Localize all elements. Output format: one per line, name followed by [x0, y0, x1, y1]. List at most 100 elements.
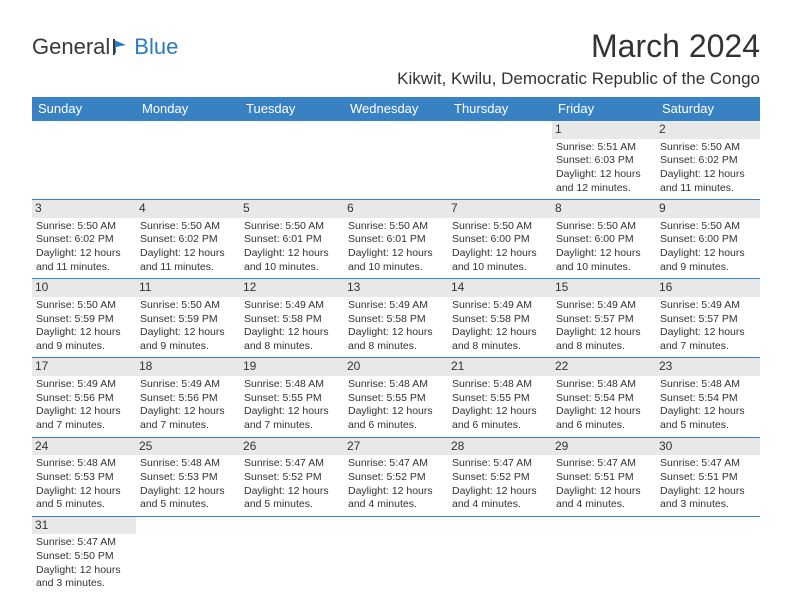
- cell-line: Daylight: 12 hours: [348, 405, 444, 419]
- calendar-cell: [656, 516, 760, 595]
- day-number: [136, 121, 240, 139]
- table-row: 24Sunrise: 5:48 AMSunset: 5:53 PMDayligh…: [32, 437, 760, 516]
- cell-line: Sunrise: 5:48 AM: [660, 378, 756, 392]
- cell-line: Sunset: 6:00 PM: [660, 233, 756, 247]
- day-number: 26: [240, 438, 344, 456]
- weekday-header-row: Sunday Monday Tuesday Wednesday Thursday…: [32, 97, 760, 121]
- day-number: 15: [552, 279, 656, 297]
- cell-line: Sunrise: 5:49 AM: [36, 378, 132, 392]
- cell-line: Sunrise: 5:50 AM: [244, 220, 340, 234]
- calendar-cell: [448, 121, 552, 200]
- cell-line: Sunset: 5:52 PM: [348, 471, 444, 485]
- calendar-body: 1Sunrise: 5:51 AMSunset: 6:03 PMDaylight…: [32, 121, 760, 595]
- cell-line: Sunset: 5:55 PM: [348, 392, 444, 406]
- cell-line: Sunset: 5:52 PM: [452, 471, 548, 485]
- calendar-cell: 28Sunrise: 5:47 AMSunset: 5:52 PMDayligh…: [448, 437, 552, 516]
- cell-line: Sunrise: 5:47 AM: [660, 457, 756, 471]
- day-number: 31: [32, 517, 136, 535]
- cell-line: Sunset: 5:53 PM: [36, 471, 132, 485]
- cell-line: Sunrise: 5:50 AM: [36, 220, 132, 234]
- calendar-cell: 30Sunrise: 5:47 AMSunset: 5:51 PMDayligh…: [656, 437, 760, 516]
- cell-line: Daylight: 12 hours: [660, 405, 756, 419]
- cell-line: Daylight: 12 hours: [660, 247, 756, 261]
- calendar-cell: 8Sunrise: 5:50 AMSunset: 6:00 PMDaylight…: [552, 200, 656, 279]
- cell-line: Sunrise: 5:50 AM: [140, 299, 236, 313]
- calendar-cell: 4Sunrise: 5:50 AMSunset: 6:02 PMDaylight…: [136, 200, 240, 279]
- location-subtitle: Kikwit, Kwilu, Democratic Republic of th…: [32, 69, 760, 89]
- cell-line: and 9 minutes.: [660, 261, 756, 275]
- cell-line: Sunrise: 5:50 AM: [36, 299, 132, 313]
- cell-line: Sunrise: 5:48 AM: [348, 378, 444, 392]
- cell-line: Daylight: 12 hours: [36, 485, 132, 499]
- day-number: 11: [136, 279, 240, 297]
- cell-line: and 7 minutes.: [244, 419, 340, 433]
- cell-line: Sunset: 5:54 PM: [660, 392, 756, 406]
- day-number: 24: [32, 438, 136, 456]
- cell-line: Daylight: 12 hours: [452, 405, 548, 419]
- calendar-cell: 25Sunrise: 5:48 AMSunset: 5:53 PMDayligh…: [136, 437, 240, 516]
- cell-line: and 4 minutes.: [348, 498, 444, 512]
- cell-line: Sunset: 6:02 PM: [660, 154, 756, 168]
- day-number: [448, 517, 552, 535]
- cell-line: Daylight: 12 hours: [36, 405, 132, 419]
- day-number: 12: [240, 279, 344, 297]
- calendar-cell: [344, 121, 448, 200]
- day-number: 6: [344, 200, 448, 218]
- weekday-sunday: Sunday: [32, 97, 136, 121]
- cell-line: and 6 minutes.: [556, 419, 652, 433]
- calendar-cell: 14Sunrise: 5:49 AMSunset: 5:58 PMDayligh…: [448, 279, 552, 358]
- cell-line: Daylight: 12 hours: [556, 405, 652, 419]
- cell-line: and 9 minutes.: [140, 340, 236, 354]
- cell-line: Sunset: 5:56 PM: [140, 392, 236, 406]
- day-number: [240, 121, 344, 139]
- cell-line: Sunrise: 5:50 AM: [140, 220, 236, 234]
- cell-line: Sunrise: 5:47 AM: [556, 457, 652, 471]
- brand-part1: General: [32, 34, 110, 60]
- cell-line: Sunset: 5:51 PM: [556, 471, 652, 485]
- day-number: 3: [32, 200, 136, 218]
- day-number: 18: [136, 358, 240, 376]
- day-number: 2: [656, 121, 760, 139]
- calendar-cell: [240, 121, 344, 200]
- day-number: 29: [552, 438, 656, 456]
- cell-line: Sunset: 5:54 PM: [556, 392, 652, 406]
- calendar-cell: [448, 516, 552, 595]
- cell-line: Daylight: 12 hours: [36, 326, 132, 340]
- calendar-cell: [136, 516, 240, 595]
- calendar-cell: 29Sunrise: 5:47 AMSunset: 5:51 PMDayligh…: [552, 437, 656, 516]
- cell-line: Sunrise: 5:47 AM: [348, 457, 444, 471]
- cell-line: Daylight: 12 hours: [348, 326, 444, 340]
- cell-line: Daylight: 12 hours: [660, 326, 756, 340]
- calendar-cell: 11Sunrise: 5:50 AMSunset: 5:59 PMDayligh…: [136, 279, 240, 358]
- cell-line: Sunset: 5:58 PM: [452, 313, 548, 327]
- cell-line: Sunrise: 5:47 AM: [244, 457, 340, 471]
- day-number: 13: [344, 279, 448, 297]
- day-number: 20: [344, 358, 448, 376]
- day-number: 8: [552, 200, 656, 218]
- day-number: 17: [32, 358, 136, 376]
- cell-line: Daylight: 12 hours: [660, 485, 756, 499]
- cell-line: Daylight: 12 hours: [348, 485, 444, 499]
- cell-line: Daylight: 12 hours: [36, 564, 132, 578]
- cell-line: Sunrise: 5:50 AM: [556, 220, 652, 234]
- calendar-cell: 22Sunrise: 5:48 AMSunset: 5:54 PMDayligh…: [552, 358, 656, 437]
- day-number: 22: [552, 358, 656, 376]
- cell-line: Sunrise: 5:47 AM: [452, 457, 548, 471]
- cell-line: Sunrise: 5:49 AM: [348, 299, 444, 313]
- calendar-cell: 19Sunrise: 5:48 AMSunset: 5:55 PMDayligh…: [240, 358, 344, 437]
- table-row: 10Sunrise: 5:50 AMSunset: 5:59 PMDayligh…: [32, 279, 760, 358]
- page-title: March 2024: [591, 28, 760, 65]
- day-number: [136, 517, 240, 535]
- cell-line: Sunrise: 5:49 AM: [452, 299, 548, 313]
- day-number: 10: [32, 279, 136, 297]
- cell-line: and 8 minutes.: [244, 340, 340, 354]
- calendar-cell: [344, 516, 448, 595]
- cell-line: Daylight: 12 hours: [556, 247, 652, 261]
- cell-line: Daylight: 12 hours: [556, 485, 652, 499]
- weekday-saturday: Saturday: [656, 97, 760, 121]
- calendar-cell: 13Sunrise: 5:49 AMSunset: 5:58 PMDayligh…: [344, 279, 448, 358]
- cell-line: Sunrise: 5:51 AM: [556, 141, 652, 155]
- day-number: [552, 517, 656, 535]
- day-number: 5: [240, 200, 344, 218]
- cell-line: and 10 minutes.: [244, 261, 340, 275]
